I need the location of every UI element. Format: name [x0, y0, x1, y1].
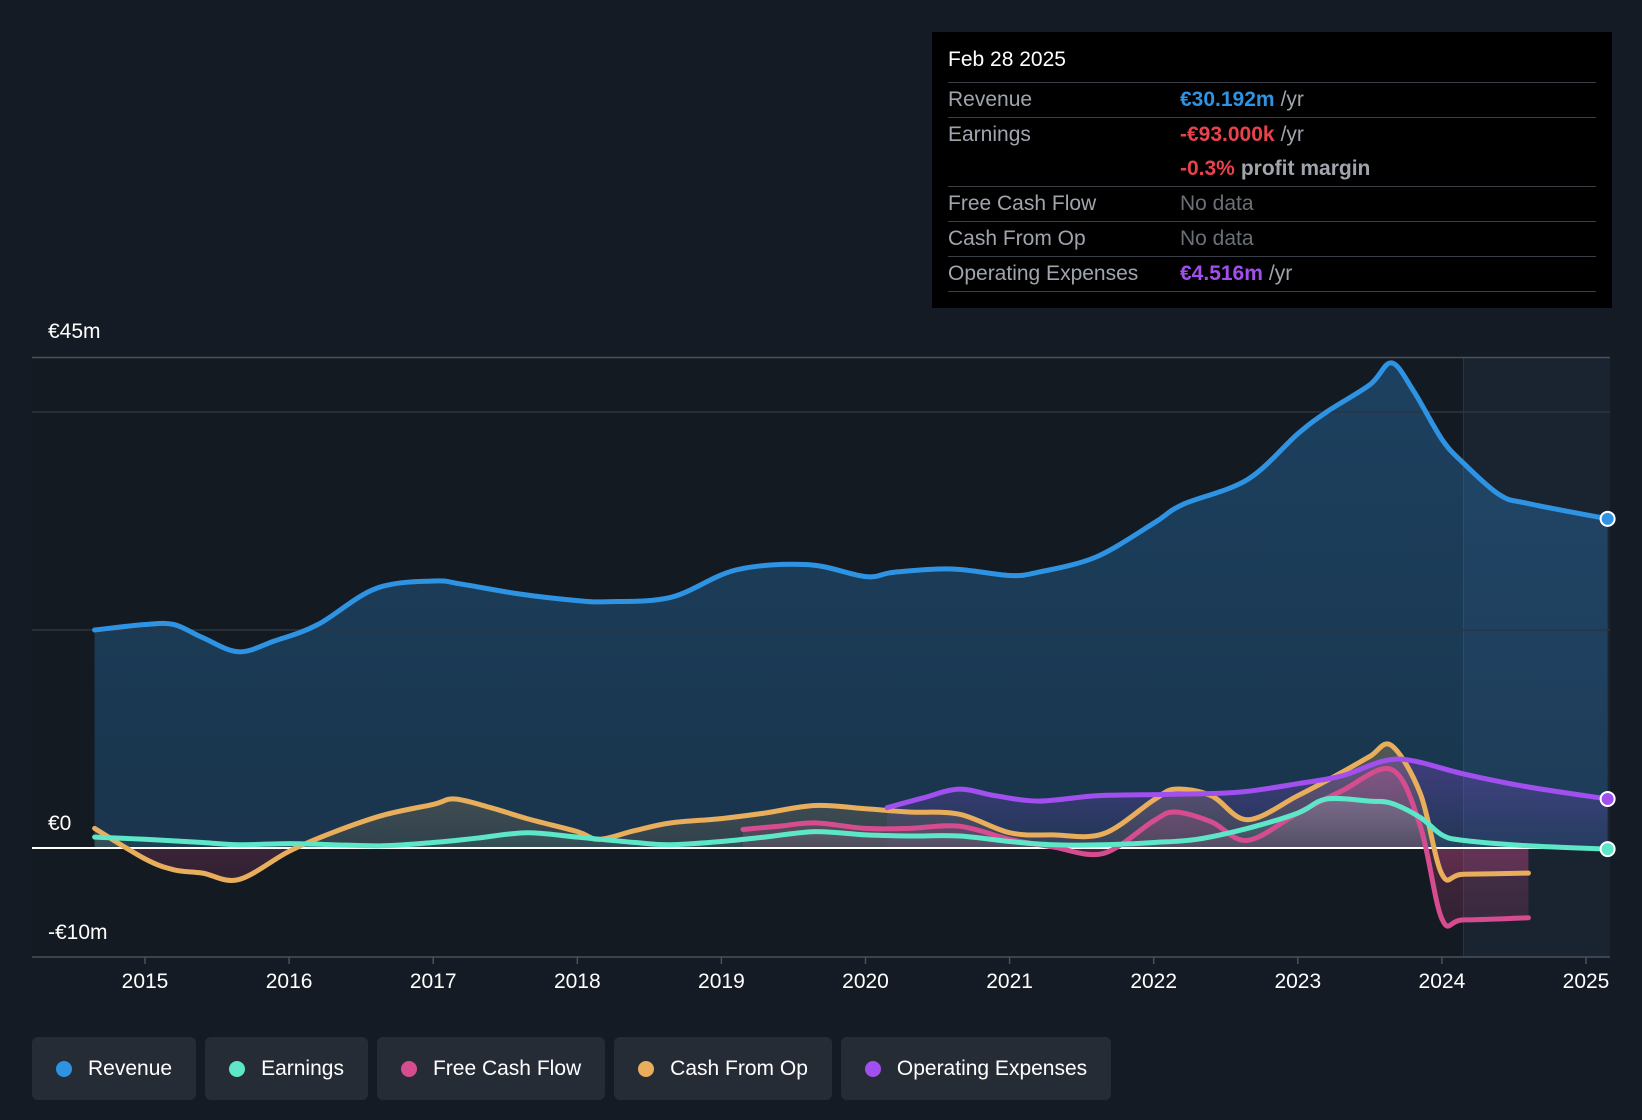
tooltip-fcf-value: No data	[1180, 192, 1254, 215]
legend-item-earnings[interactable]: Earnings	[205, 1037, 368, 1100]
legend-label: Earnings	[261, 1056, 344, 1080]
tooltip-cfo-value: No data	[1180, 227, 1254, 250]
x-tick-label: 2020	[842, 970, 889, 993]
tooltip-cfo-label: Cash From Op	[948, 227, 1086, 250]
tooltip-margin-row: -0.3% profit margin	[948, 152, 1596, 186]
legend-label: Cash From Op	[670, 1056, 808, 1080]
operating-expenses-marker	[1599, 790, 1616, 807]
legend-label: Revenue	[88, 1056, 173, 1080]
x-tick-label: 2022	[1130, 970, 1178, 993]
x-tick-label: 2019	[698, 970, 745, 993]
tooltip-opex-unit: /yr	[1268, 262, 1293, 285]
legend-dot-icon	[229, 1060, 246, 1077]
tooltip-cfo-row: Cash From Op No data	[948, 221, 1596, 256]
legend-label: Operating Expenses	[896, 1056, 1088, 1080]
tooltip-opex-row: Operating Expenses €4.516m /yr	[948, 256, 1596, 292]
tooltip-earnings-unit: /yr	[1280, 123, 1304, 146]
legend-dot-icon	[638, 1060, 655, 1077]
tooltip-earnings-row: Earnings -€93.000k /yr	[948, 117, 1596, 152]
revenue-marker	[1599, 510, 1616, 527]
y-tick-label: €45m	[48, 320, 101, 343]
x-tick-label: 2024	[1418, 970, 1466, 993]
x-tick-label: 2021	[986, 970, 1033, 993]
legend-dot-icon	[56, 1060, 72, 1077]
tooltip-date: Feb 28 2025	[948, 48, 1066, 71]
tooltip-revenue-unit: /yr	[1280, 88, 1304, 111]
x-tick-label: 2017	[409, 970, 457, 993]
tooltip-fcf-label: Free Cash Flow	[948, 192, 1097, 215]
tooltip-earnings-label: Earnings	[948, 123, 1031, 146]
tooltip: Feb 28 2025 Revenue €30.192m /yr Earning…	[932, 32, 1612, 308]
earnings-marker	[1599, 841, 1616, 858]
tooltip-fcf-row: Free Cash Flow No data	[948, 186, 1596, 221]
tooltip-margin-value: -0.3%	[1180, 157, 1235, 180]
tooltip-revenue-label: Revenue	[948, 88, 1033, 111]
operating-expenses-line	[884, 756, 1611, 811]
cash-from-op-negative-area	[94, 848, 1529, 881]
legend: Revenue Earnings Free Cash Flow Cash Fro…	[32, 1037, 1112, 1100]
tooltip-revenue-value: €30.192m	[1180, 88, 1275, 111]
y-tick-label: -€10m	[48, 921, 108, 944]
legend-item-revenue[interactable]: Revenue	[32, 1037, 197, 1100]
legend-item-free-cash-flow[interactable]: Free Cash Flow	[376, 1037, 606, 1100]
cash-from-op-line	[92, 741, 1531, 883]
legend-item-operating-expenses[interactable]: Operating Expenses	[840, 1037, 1112, 1100]
y-tick-label: €0	[48, 812, 72, 835]
revenue-line	[92, 360, 1611, 655]
x-tick-label: 2016	[265, 970, 313, 993]
x-tick-label: 2018	[553, 970, 601, 993]
tooltip-opex-label: Operating Expenses	[948, 262, 1139, 285]
legend-item-cash-from-op[interactable]: Cash From Op	[614, 1037, 832, 1100]
legend-dot-icon	[400, 1060, 417, 1077]
tooltip-revenue-row: Revenue €30.192m /yr	[948, 82, 1596, 117]
tooltip-opex-value: €4.516m	[1180, 262, 1263, 285]
x-tick-label: 2025	[1562, 970, 1610, 993]
x-tick-label: 2015	[121, 970, 169, 993]
x-tick-label: 2023	[1274, 970, 1322, 993]
earnings-line	[92, 795, 1611, 852]
tooltip-earnings-value: -€93.000k	[1180, 123, 1275, 146]
free-cash-flow-line	[740, 766, 1531, 929]
revenue-area	[94, 362, 1608, 848]
tooltip-margin-label: profit margin	[1240, 157, 1371, 180]
legend-dot-icon	[864, 1060, 881, 1077]
legend-label: Free Cash Flow	[432, 1056, 582, 1080]
